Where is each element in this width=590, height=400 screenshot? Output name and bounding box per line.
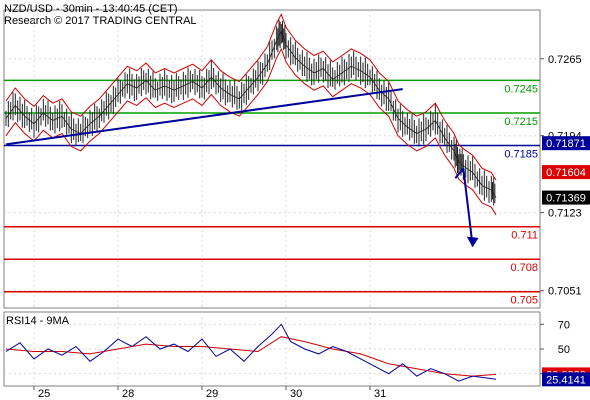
rsi-line [5, 323, 497, 382]
level-label: 0.7185 [504, 148, 538, 160]
forecast-arrow [454, 167, 474, 247]
price-tag-label: 0.71871 [546, 138, 586, 150]
trendline [5, 88, 403, 146]
rsi-ma-line [5, 336, 497, 377]
rsi-tags-layer: 29.388325.4141 [542, 367, 590, 387]
price-tick-label: 0.7051 [548, 286, 582, 298]
x-tick-label: 30 [290, 388, 302, 400]
x-tick-label: 25 [38, 388, 50, 400]
x-tick-label: 28 [122, 388, 134, 400]
x-tick-label: 29 [206, 388, 218, 400]
rsi-tag-bg [542, 372, 590, 387]
rsi-label: RSI14 - 9MA [6, 315, 70, 327]
price-tag-bg [542, 136, 590, 151]
price-line [5, 30, 497, 198]
lower-band [5, 47, 497, 216]
level-label: 0.7245 [504, 83, 538, 95]
grid-layer [4, 10, 540, 386]
price-panel [3, 9, 541, 309]
x-axis-labels: 25 28 29 30 31 [33, 386, 386, 400]
price-layer [5, 13, 497, 216]
price-tag-bg [542, 165, 590, 180]
x-tick-label: 31 [374, 388, 386, 400]
forecast-arrowhead [466, 236, 479, 248]
level-label: 0.705 [510, 295, 538, 307]
level-label: 0.711 [511, 230, 538, 242]
price-tag-bg [542, 190, 590, 205]
rsi-layer [5, 323, 497, 382]
level-label: 0.708 [510, 262, 538, 274]
price-tick-label: 0.7265 [548, 54, 582, 66]
price-tag-label: 0.71604 [546, 167, 586, 179]
price-tags-layer: 0.71871 0.71604 0.71369 [542, 136, 590, 205]
levels-layer: 0.7245 0.7215 0.7185 0.711 0.708 0.705 [4, 79, 540, 307]
chart-header-line2: Research © 2017 TRADING CENTRAL [4, 15, 197, 27]
price-tag-label: 0.71369 [546, 193, 586, 205]
rsi-tag-label: 25.4141 [546, 374, 586, 386]
rsi-tick-label: 50 [558, 344, 570, 356]
trend-layer [5, 88, 479, 248]
price-tick-label: 0.7123 [548, 208, 582, 220]
rsi-tick-label: 70 [558, 319, 570, 331]
level-label: 0.7215 [504, 116, 538, 128]
chart-header-line1: NZD/USD - 30min - 13:40:45 (CET) [4, 3, 178, 15]
upper-band [5, 13, 497, 181]
